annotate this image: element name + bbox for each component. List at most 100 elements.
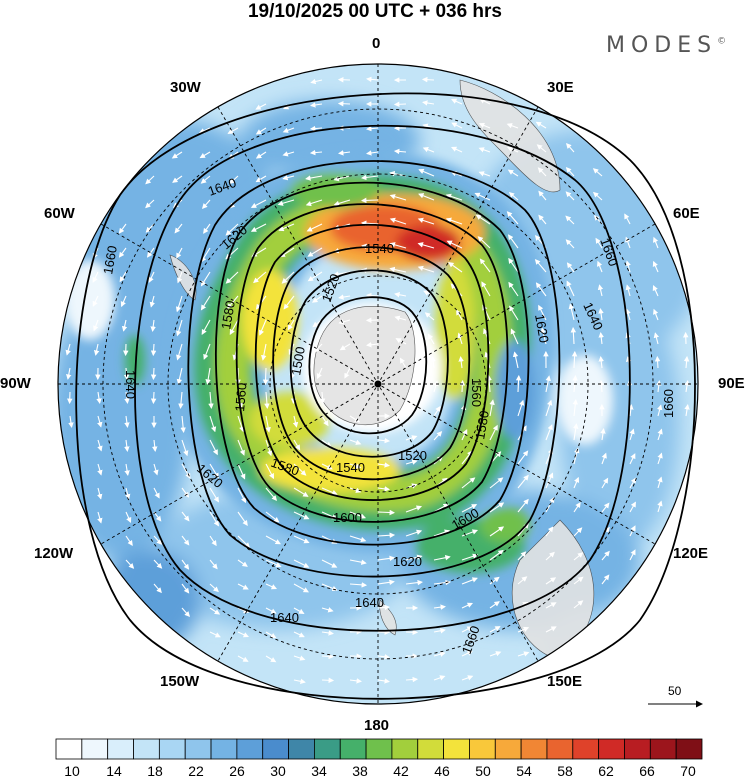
wind-vector	[172, 175, 183, 183]
wind-vector	[255, 127, 267, 135]
wind-vector	[253, 271, 267, 284]
wind-vector	[389, 266, 407, 273]
wind-vector	[534, 258, 547, 273]
wind-vector	[265, 487, 278, 502]
wind-vector	[360, 197, 379, 204]
wind-vector	[489, 424, 498, 441]
wind-vector	[405, 459, 418, 465]
wind-vector	[366, 342, 379, 348]
wind-vector	[506, 123, 519, 129]
colorbar-cell	[107, 738, 134, 760]
contour-1560	[254, 223, 490, 501]
contour-1540	[272, 246, 471, 481]
wind-vector	[265, 655, 277, 663]
wind-vector	[200, 295, 211, 311]
reference-vector-label: 50	[668, 684, 682, 698]
wind-vector	[489, 477, 504, 489]
wind-vector	[153, 463, 159, 476]
lon-label-150e: 150E	[547, 673, 583, 690]
wind-vector	[422, 147, 435, 153]
wind-vector	[265, 631, 277, 639]
colorbar-cell	[288, 738, 315, 760]
wind-vector	[255, 103, 267, 110]
wind-vector	[625, 260, 631, 273]
wind-vector	[278, 223, 295, 232]
wind-vector	[293, 487, 309, 497]
wind-vector	[475, 214, 491, 225]
wind-vector	[125, 487, 131, 500]
wind-vector	[489, 549, 504, 561]
wind-vector	[255, 175, 267, 183]
wind-vector	[461, 429, 468, 441]
wind-vector	[481, 281, 491, 297]
wind-vector	[461, 477, 476, 489]
wind-vector	[598, 356, 604, 369]
wind-vector	[181, 607, 191, 618]
wind-vector	[566, 262, 575, 273]
colorbar-cell	[520, 738, 548, 760]
lon-label-120w: 120W	[34, 545, 74, 562]
wind-vector	[573, 552, 584, 561]
wind-vector	[629, 501, 636, 513]
wind-vector	[145, 175, 155, 185]
wind-vector	[479, 98, 491, 105]
wind-vector	[450, 98, 463, 105]
lon-label-90e: 90E	[718, 375, 745, 392]
reference-vector: 50	[646, 684, 706, 712]
wind-vector	[405, 579, 423, 586]
wind-vector	[377, 604, 391, 611]
lon-label-30e: 30E	[547, 79, 574, 96]
colorbar-tick-label: 10	[64, 763, 80, 779]
colorbar-cell	[675, 738, 703, 760]
wind-vector	[201, 319, 211, 335]
contour-label: 1620	[532, 313, 552, 344]
wind-vector	[177, 271, 183, 284]
wind-vector	[424, 312, 435, 321]
wind-vector	[377, 532, 396, 539]
wind-vector	[305, 175, 323, 181]
wind-vector	[287, 319, 295, 331]
wind-vector	[283, 295, 295, 310]
colorbar-cell	[55, 738, 83, 760]
wind-vector	[517, 576, 528, 585]
wind-vector	[199, 151, 211, 159]
wind-vector	[258, 319, 267, 336]
wind-vector	[349, 535, 367, 543]
wind-vector	[337, 100, 351, 107]
wind-vector	[598, 332, 604, 345]
wind-vector	[433, 529, 451, 537]
wind-vector	[683, 355, 690, 369]
wind-vector	[517, 498, 529, 513]
wind-vector	[535, 282, 547, 297]
brand-logo: MODES©	[606, 33, 726, 58]
colorbar-tick-label: 22	[188, 763, 204, 779]
wind-vector	[344, 367, 351, 379]
wind-vector	[377, 486, 390, 492]
wind-vector	[151, 439, 158, 452]
colorbar-cell	[210, 738, 238, 760]
wind-vector	[377, 678, 390, 684]
wind-vector	[540, 327, 547, 345]
wind-vector	[446, 240, 463, 249]
wind-vector	[573, 527, 583, 537]
lon-label-60w: 60W	[44, 205, 75, 222]
wind-vector	[489, 576, 500, 585]
colorbar-cell	[598, 738, 625, 760]
contour-label: 1520	[398, 448, 427, 463]
wind-vector	[545, 472, 554, 489]
wind-vector	[478, 122, 491, 129]
lon-label-60e: 60E	[673, 205, 700, 222]
wind-vector	[250, 199, 267, 208]
wind-vector	[459, 379, 466, 393]
contour-label: 1540	[336, 460, 365, 475]
wind-vector	[333, 199, 351, 207]
map-title: 19/10/2025 00 UTC + 036 hrs	[247, 1, 503, 22]
wind-vector	[508, 281, 519, 297]
wind-vector	[229, 319, 239, 335]
wind-vector	[66, 367, 72, 380]
lon-label-180: 180	[364, 717, 390, 734]
reference-arrow-icon	[648, 700, 703, 708]
wind-vector	[654, 355, 661, 369]
contour-label: 1580	[472, 409, 492, 440]
wind-vector	[148, 271, 155, 283]
